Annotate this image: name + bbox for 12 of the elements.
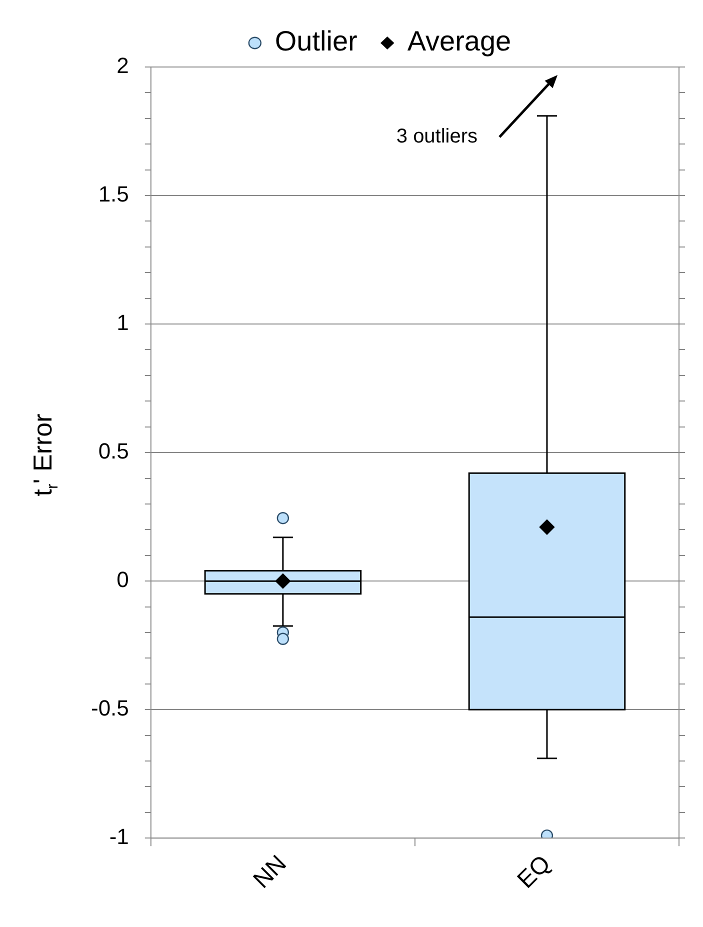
y-tick-label: 1.5 bbox=[98, 182, 129, 207]
legend-label: Outlier bbox=[274, 26, 358, 57]
y-tick-label: -0.5 bbox=[90, 696, 129, 721]
y-tick-label: 0.5 bbox=[98, 438, 129, 464]
y-tick-label: -1 bbox=[109, 824, 129, 850]
x-tick-label: NN bbox=[248, 850, 292, 894]
annotation: 3 outliers bbox=[396, 126, 478, 148]
x-tick-label: EQ bbox=[512, 850, 556, 894]
y-tick-label: 1 bbox=[116, 310, 129, 336]
legend-label: Average bbox=[407, 26, 512, 57]
y-tick-label: 2 bbox=[116, 53, 129, 78]
y-tick-label: 0 bbox=[116, 567, 129, 592]
